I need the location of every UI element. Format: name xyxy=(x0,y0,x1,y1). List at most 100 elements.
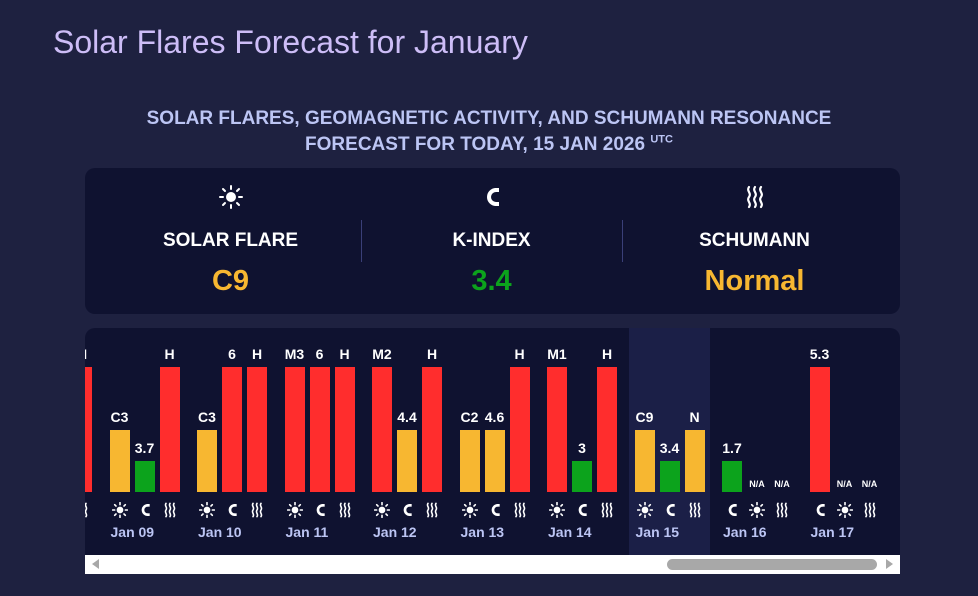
summary-panel: SOLAR FLARE C9 K-INDEX 3.4 SCHUMANN Norm… xyxy=(85,168,900,314)
bar-kindex-jan-15[interactable] xyxy=(659,460,680,492)
bar-value-label: H xyxy=(601,346,613,362)
date-label: Jan 09 xyxy=(110,524,155,540)
page-title: Solar Flares Forecast for January xyxy=(53,24,528,60)
bar-kindex-jan-17[interactable] xyxy=(809,367,830,492)
bar-solar-jan-09[interactable] xyxy=(109,429,130,492)
sun-icon xyxy=(460,500,480,520)
sun-icon xyxy=(197,500,217,520)
bar-solar-jan-13[interactable] xyxy=(459,429,480,492)
bar-solar-jan-15[interactable] xyxy=(634,429,655,492)
bar-value-label: 4.6 xyxy=(484,408,505,425)
bar-schumann-jan-14[interactable] xyxy=(597,367,617,492)
summary-schumann-label: SCHUMANN xyxy=(699,230,810,251)
sun-icon xyxy=(547,500,567,520)
bar-value-label: 3.4 xyxy=(659,439,680,456)
bar-schumann-jan-09[interactable] xyxy=(159,367,180,492)
date-label: Jan 14 xyxy=(548,524,592,540)
bar-value-label: H xyxy=(164,346,175,362)
bar-kindex-jan-13[interactable] xyxy=(484,429,505,492)
bar-schumann-jan-12[interactable] xyxy=(422,367,442,492)
magnet-icon xyxy=(222,500,242,520)
bar-value-label: M3 xyxy=(284,346,305,362)
magnet-icon xyxy=(485,500,505,520)
forecast-heading-line1: SOLAR FLARES, GEOMAGNETIC ACTIVITY, AND … xyxy=(146,108,832,129)
summary-kindex-label: K-INDEX xyxy=(452,230,531,251)
waves-icon xyxy=(422,500,442,520)
sun-icon xyxy=(635,500,655,520)
forecast-heading-line2: FORECAST FOR TODAY, 15 JAN 2026 UTC xyxy=(305,133,673,155)
waves-icon xyxy=(335,500,355,520)
bar-kindex-jan-12[interactable] xyxy=(397,429,417,492)
bar-solar-jan-12[interactable] xyxy=(372,367,392,492)
bar-value-label: H xyxy=(251,346,263,362)
date-label: Jan 10 xyxy=(198,524,242,540)
magnet-icon xyxy=(310,500,330,520)
magnet-icon xyxy=(660,500,680,520)
bar-kindex-jan-14[interactable] xyxy=(572,460,592,492)
bar-schumann-jan-11[interactable] xyxy=(334,367,355,492)
bar-value-label: N/A xyxy=(861,479,878,489)
bar-solar-jan-14[interactable] xyxy=(547,367,567,492)
bar-schumann-jan-10[interactable] xyxy=(247,367,267,492)
sun-icon xyxy=(372,500,392,520)
bar-value-label: N/A xyxy=(836,479,853,489)
magnet-icon xyxy=(356,185,627,209)
bar-schumann-jan-13[interactable] xyxy=(509,367,530,492)
divider xyxy=(622,220,623,262)
bar-value-label: H xyxy=(426,346,438,362)
date-label: Jan 11 xyxy=(285,524,329,540)
bar-kindex-jan-10[interactable] xyxy=(222,367,242,492)
bar-value-label: 6 xyxy=(228,346,236,362)
bar-value-label: 6 xyxy=(315,346,324,362)
date-label: Jan 15 xyxy=(635,524,680,540)
summary-kindex-value: 3.4 xyxy=(471,265,512,297)
bar-value-label: C2 xyxy=(460,408,479,425)
forecast-heading: SOLAR FLARES, GEOMAGNETIC ACTIVITY, AND … xyxy=(0,106,978,158)
divider xyxy=(361,220,362,262)
date-label: Jan 13 xyxy=(460,524,505,540)
waves-icon xyxy=(247,500,267,520)
waves-icon xyxy=(160,500,180,520)
bar-value-label: M2 xyxy=(372,346,392,362)
bar-kindex-jan-11[interactable] xyxy=(309,367,330,492)
sun-icon xyxy=(110,500,130,520)
summary-schumann-value: Normal xyxy=(704,265,805,297)
bar-kindex-jan-16[interactable] xyxy=(722,460,742,492)
magnet-icon xyxy=(135,500,155,520)
bar-value-label: N xyxy=(689,408,700,425)
scroll-left-icon[interactable] xyxy=(92,559,99,569)
bar-schumann-jan-08[interactable] xyxy=(85,367,92,492)
date-label: Jan 17 xyxy=(810,524,855,540)
waves-icon xyxy=(619,185,890,209)
date-label: Jan 12 xyxy=(373,524,417,540)
sun-icon xyxy=(747,500,767,520)
magnet-icon xyxy=(397,500,417,520)
bar-value-label: C9 xyxy=(635,408,654,425)
waves-icon xyxy=(860,500,880,520)
summary-k-index: K-INDEX 3.4 xyxy=(356,168,627,314)
bar-value-label: H xyxy=(85,346,102,362)
utc-label: UTC xyxy=(650,133,673,146)
bar-value-label: M1 xyxy=(547,346,567,362)
magnet-icon xyxy=(810,500,830,520)
bar-value-label: C3 xyxy=(198,408,216,425)
bar-kindex-jan-09[interactable] xyxy=(134,460,155,492)
horizontal-scrollbar[interactable] xyxy=(85,555,900,574)
summary-solar-value: C9 xyxy=(211,265,250,297)
bar-value-label: H xyxy=(514,346,525,362)
bar-solar-jan-11[interactable] xyxy=(284,367,305,492)
summary-solar-flare: SOLAR FLARE C9 xyxy=(95,168,366,314)
bar-value-label: H xyxy=(339,346,350,362)
bar-schumann-jan-15[interactable] xyxy=(684,429,705,492)
bar-value-label: 5.3 xyxy=(809,346,830,362)
scroll-right-icon[interactable] xyxy=(886,559,893,569)
sun-icon xyxy=(285,500,305,520)
waves-icon xyxy=(772,500,792,520)
scroll-thumb[interactable] xyxy=(667,559,877,570)
bar-value-label: N/A xyxy=(774,479,790,489)
magnet-icon xyxy=(572,500,592,520)
bar-solar-jan-10[interactable] xyxy=(197,429,217,492)
waves-icon xyxy=(597,500,617,520)
summary-solar-label: SOLAR FLARE xyxy=(162,230,299,251)
